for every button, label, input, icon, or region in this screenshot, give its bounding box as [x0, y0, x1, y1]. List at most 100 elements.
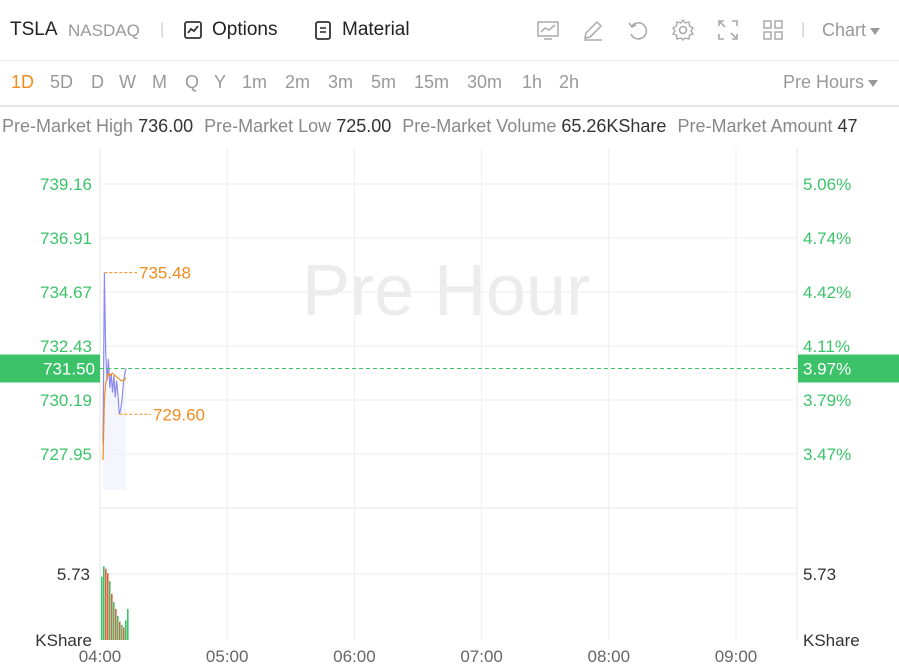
percent-tick: 5.06% — [803, 175, 851, 194]
time-axis: 04:00 05:00 06:00 07:00 08:00 09:00 — [79, 647, 758, 666]
stat-label: Pre-Market Amount — [677, 116, 833, 136]
line-chart-icon[interactable] — [536, 18, 560, 42]
timeframe-y[interactable]: Y — [214, 72, 227, 92]
volume-bar — [123, 627, 125, 640]
symbol-label[interactable]: TSLA — [10, 19, 58, 40]
volume-bar — [109, 581, 111, 640]
timeframe-bar: 1D 5D D W M Q Y 1m 2m 3m 5m 15m 30m 1h 2… — [0, 61, 899, 107]
volume-bar — [111, 593, 113, 640]
price-tick: 727.95 — [40, 445, 92, 464]
price-line — [102, 272, 127, 444]
volume-bar — [125, 620, 127, 640]
exchange-label: NASDAQ — [68, 21, 140, 40]
time-tick: 04:00 — [79, 647, 122, 666]
divider: | — [160, 21, 165, 38]
percent-tick: 3.79% — [803, 391, 851, 410]
timeframe-d[interactable]: D — [91, 72, 104, 92]
volume-bar — [113, 602, 115, 640]
top-header: TSLA NASDAQ | Options Material | Chart — [0, 0, 899, 61]
price-area — [103, 272, 127, 490]
fullscreen-icon[interactable] — [716, 18, 740, 42]
time-tick: 07:00 — [460, 647, 503, 666]
time-tick: 06:00 — [333, 647, 376, 666]
timeframe-30m[interactable]: 30m — [467, 72, 503, 92]
caret-down-icon — [870, 27, 881, 35]
high-marker-label: 735.48 — [139, 264, 191, 283]
low-marker-label: 729.60 — [153, 405, 205, 424]
volume-bar — [105, 568, 107, 640]
price-tick: 734.67 — [40, 283, 92, 302]
stat-label: Pre-Market High — [2, 116, 134, 136]
settings-icon[interactable] — [671, 18, 695, 42]
volume-bar — [127, 608, 129, 640]
material-label: Material — [342, 19, 410, 40]
volume-tick-left: 5.73 — [57, 565, 90, 584]
current-price-badge — [0, 354, 100, 383]
chart-watermark: Pre Hour — [302, 251, 590, 331]
volume-bar — [121, 625, 123, 640]
percent-tick: 4.74% — [803, 229, 851, 248]
chart-grid — [99, 148, 798, 640]
options-button[interactable]: Options — [182, 16, 277, 44]
volume-bar — [119, 621, 121, 640]
stat-value: 736.00 — [138, 116, 194, 136]
options-label: Options — [212, 19, 278, 40]
timeframe-1m[interactable]: 1m — [242, 72, 268, 92]
timeframe-2m[interactable]: 2m — [285, 72, 311, 92]
timeframe-q[interactable]: Q — [185, 72, 200, 92]
options-chart-icon — [184, 21, 202, 39]
price-tick: 736.91 — [40, 229, 92, 248]
volume-tick-right: 5.73 — [803, 565, 836, 584]
volume-bar — [115, 608, 117, 640]
stat-label: Pre-Market Low — [204, 116, 332, 136]
stat-value: 47 — [837, 116, 858, 136]
price-chart[interactable]: Pre Hour 739.16736.91734.67732.43730.197… — [0, 140, 899, 669]
current-percent-badge — [798, 354, 899, 383]
price-tick: 730.19 — [40, 391, 92, 410]
timeframe-3m[interactable]: 3m — [328, 72, 354, 92]
material-button[interactable]: Material — [312, 16, 410, 44]
price-axis: 739.16 736.91 734.67 732.43 730.19 727.95 — [40, 175, 92, 464]
price-tick: 732.43 — [40, 337, 92, 356]
price-tick: 739.16 — [40, 175, 92, 194]
session-select[interactable]: Pre Hours — [783, 72, 879, 93]
time-tick: 08:00 — [588, 647, 631, 666]
percent-axis: 5.06% 4.74% 4.42% 4.11% 3.79% 3.47% — [803, 175, 851, 464]
time-tick: 09:00 — [715, 647, 758, 666]
stat-value: 725.00 — [336, 116, 392, 136]
session-label: Pre Hours — [783, 72, 865, 92]
caret-down-icon — [868, 79, 879, 87]
premarket-stats: Pre-Market High 736.00 Pre-Market Low 72… — [2, 116, 864, 137]
timeframe-5m[interactable]: 5m — [371, 72, 397, 92]
percent-tick: 3.47% — [803, 445, 851, 464]
volume-bar — [103, 566, 105, 640]
volume-unit-right: KShare — [803, 631, 860, 650]
timeframe-m[interactable]: M — [152, 72, 167, 92]
volume-bar — [117, 615, 119, 640]
timeframe-5d[interactable]: 5D — [50, 72, 74, 92]
current-percent-label: 3.97% — [803, 359, 851, 378]
stat-label: Pre-Market Volume — [402, 116, 557, 136]
chart-type-select[interactable]: Chart — [822, 20, 881, 41]
edit-icon[interactable] — [581, 18, 605, 42]
volume-unit-left: KShare — [35, 631, 92, 650]
chart-type-label: Chart — [822, 20, 867, 40]
document-icon — [315, 21, 331, 40]
stat-value: 65.26KShare — [561, 116, 667, 136]
time-tick: 05:00 — [206, 647, 249, 666]
chart-series — [102, 272, 127, 490]
percent-tick: 4.11% — [803, 337, 850, 356]
layout-grid-icon[interactable] — [761, 18, 785, 42]
volume-bar — [101, 576, 103, 640]
volume-bars — [101, 566, 129, 640]
undo-icon[interactable] — [626, 18, 650, 42]
timeframe-w[interactable]: W — [119, 72, 136, 92]
timeframe-1d[interactable]: 1D — [11, 72, 35, 92]
divider: | — [801, 21, 806, 38]
timeframe-2h[interactable]: 2h — [559, 72, 580, 92]
percent-tick: 4.42% — [803, 283, 851, 302]
timeframe-1h[interactable]: 1h — [522, 72, 543, 92]
average-price-line — [102, 371, 127, 461]
current-price-label: 731.50 — [43, 359, 95, 378]
timeframe-15m[interactable]: 15m — [414, 72, 450, 92]
